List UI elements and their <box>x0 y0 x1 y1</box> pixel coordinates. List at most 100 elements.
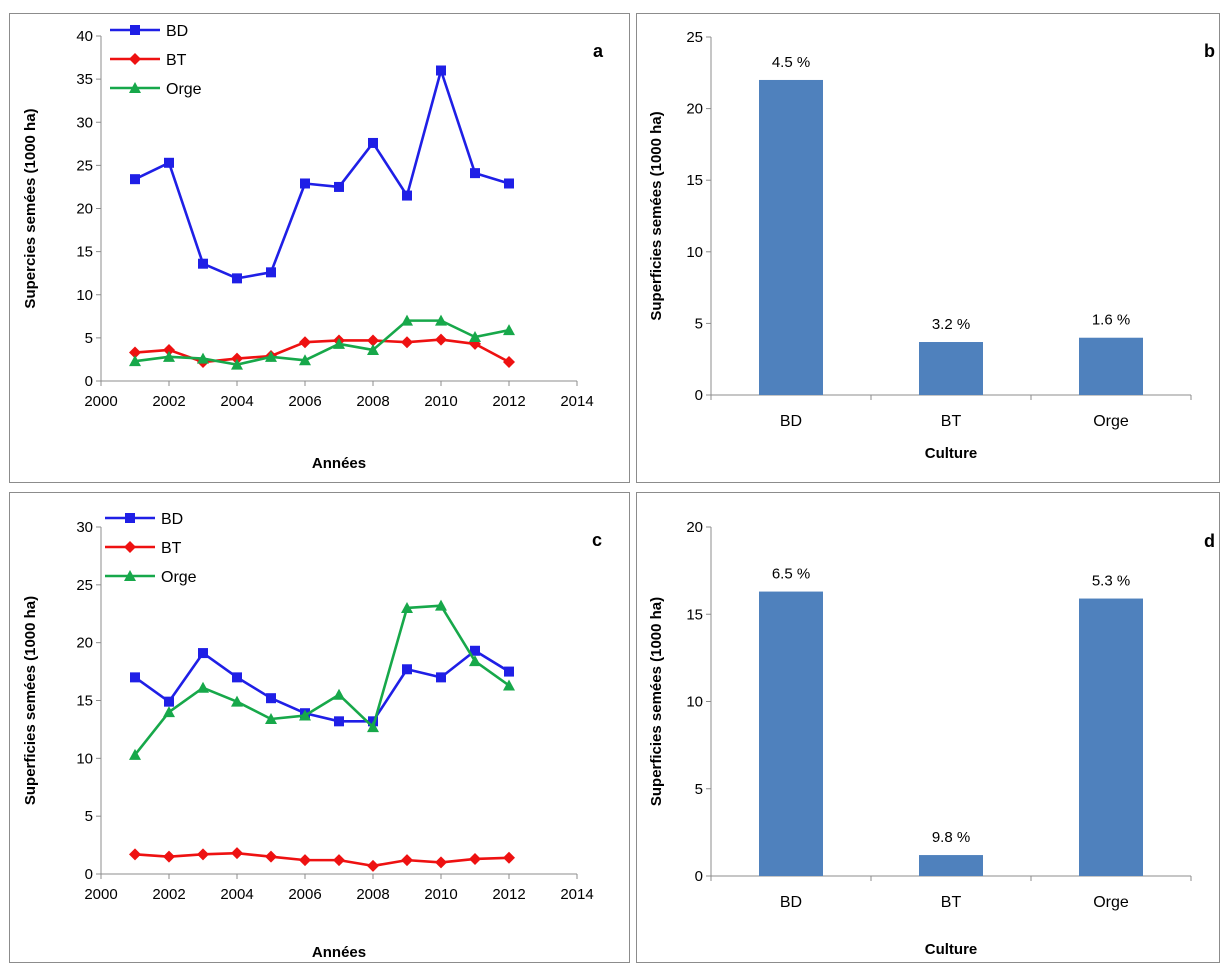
category-label-bt: BT <box>941 413 962 430</box>
y-tick-label: 20 <box>76 635 93 652</box>
data-point-bd <box>164 157 174 168</box>
category-label-orge: Orge <box>1093 413 1129 430</box>
bar-label-bt: 9.8 % <box>932 829 970 846</box>
legend-marker-orge <box>129 82 141 93</box>
data-point-bd <box>470 168 480 179</box>
bar-bd <box>759 79 823 396</box>
y-tick-label: 30 <box>76 519 93 536</box>
bar-bt <box>919 855 983 876</box>
y-axis-title: Superficies semées (1000 ha) <box>648 597 665 806</box>
data-point-bt <box>503 851 515 864</box>
data-point-orge <box>197 352 209 364</box>
data-point-orge <box>469 331 481 343</box>
data-point-bd <box>436 672 446 683</box>
data-point-orge <box>401 314 413 326</box>
x-tick-label: 2006 <box>288 393 321 410</box>
y-tick-label: 0 <box>85 866 93 883</box>
data-point-bt <box>231 352 243 365</box>
category-label-bt: BT <box>941 894 962 911</box>
chart-panel-c: 0 5 10 15 20 25 30 2000 2002 2004 2006 2008 2010 2012… <box>9 492 630 963</box>
series-line-bt <box>134 851 510 868</box>
data-point-bd <box>266 693 276 704</box>
x-tick-label: 2002 <box>152 393 185 410</box>
y-tick-label: 5 <box>85 808 93 825</box>
chart-panel-d: 0 5 10 15 20 6.5 % BD 9.8 % BT 5.3 % Orge Culture Su… <box>636 492 1220 963</box>
x-tick-label: 2014 <box>560 393 593 410</box>
data-point-bd <box>300 178 310 189</box>
y-tick-label: 25 <box>686 29 703 46</box>
y-tick-label: 5 <box>695 315 703 332</box>
data-point-bt <box>401 336 413 349</box>
legend-label-bd: BD <box>166 23 188 40</box>
data-point-bd <box>334 181 344 192</box>
x-axis-title: Culture <box>925 445 978 462</box>
panel-letter: a <box>593 41 604 61</box>
data-point-bd <box>504 666 514 677</box>
x-tick-label: 2014 <box>560 886 593 903</box>
series-line-orge <box>133 604 510 756</box>
y-tick-label: 0 <box>695 868 703 885</box>
data-point-bt <box>401 854 413 867</box>
data-point-bt <box>435 333 447 346</box>
y-tick-label: 20 <box>686 101 703 118</box>
panel-letter: d <box>1204 531 1215 551</box>
y-axis-title: Supercies semées (1000 ha) <box>22 108 39 308</box>
data-point-bd <box>130 174 140 185</box>
data-point-orge <box>299 354 311 366</box>
legend-marker-bd <box>130 25 140 35</box>
bar-orge <box>1079 337 1143 395</box>
legend-label-orge: Orge <box>161 569 197 586</box>
series-line-bt <box>134 338 510 364</box>
data-point-bd <box>130 672 140 683</box>
data-point-orge <box>435 599 447 611</box>
x-tick-label: 2006 <box>288 886 321 903</box>
y-axis-title: Superficies semées (1000 ha) <box>648 111 665 320</box>
data-point-orge <box>231 695 243 707</box>
x-tick-label: 2004 <box>220 393 253 410</box>
category-label-bd: BD <box>780 413 802 430</box>
legend-label-bt: BT <box>166 52 187 69</box>
bar-bd <box>759 591 823 876</box>
bar-bt <box>919 342 983 395</box>
chart-panel-a: 0 5 10 15 20 25 30 35 40 2000 2002 2004 2006 2008 2010… <box>9 13 630 483</box>
chart-panel-b: 0 5 10 15 20 25 4.5 % BD 3.2 % BT 1.6 % Orge Culture… <box>636 13 1220 483</box>
bar-label-bd: 4.5 % <box>772 54 810 71</box>
panel-letter: b <box>1204 41 1215 61</box>
y-tick-label: 0 <box>85 373 93 390</box>
legend-marker-bt <box>124 541 136 553</box>
data-point-bt <box>197 848 209 861</box>
data-point-orge <box>197 681 209 693</box>
data-point-orge <box>333 337 345 349</box>
data-point-bt <box>163 343 175 356</box>
data-point-bt <box>435 856 447 869</box>
panel-letter: c <box>592 530 602 550</box>
bar-label-orge: 5.3 % <box>1092 573 1130 590</box>
y-tick-label: 10 <box>76 287 93 304</box>
y-axis-title: Superficies semées (1000 ha) <box>22 596 39 805</box>
category-label-orge: Orge <box>1093 894 1129 911</box>
x-tick-label: 2008 <box>356 393 389 410</box>
data-point-bd <box>164 696 174 707</box>
y-tick-label: 25 <box>76 577 93 594</box>
y-tick-label: 35 <box>76 71 93 88</box>
data-point-orge <box>333 688 345 700</box>
data-point-bd <box>402 664 412 675</box>
data-point-bd <box>470 645 480 656</box>
series-line-bd <box>134 69 510 280</box>
series-line-bd <box>134 649 510 723</box>
data-point-bt <box>333 854 345 867</box>
y-tick-label: 15 <box>686 172 703 189</box>
data-point-bd <box>198 258 208 269</box>
x-tick-label: 2004 <box>220 886 253 903</box>
x-tick-label: 2000 <box>84 393 117 410</box>
category-label-bd: BD <box>780 894 802 911</box>
x-axis-title: Années <box>312 455 366 472</box>
data-point-bd <box>368 137 378 148</box>
data-point-bt <box>299 336 311 349</box>
data-point-orge <box>367 721 379 733</box>
y-tick-label: 25 <box>76 157 93 174</box>
x-tick-label: 2010 <box>424 393 457 410</box>
data-point-orge <box>265 350 277 362</box>
data-point-bd <box>266 267 276 278</box>
bar-chart-d: 0 5 10 15 20 6.5 % BD 9.8 % BT 5.3 % Orge Culture Su… <box>648 519 1215 958</box>
